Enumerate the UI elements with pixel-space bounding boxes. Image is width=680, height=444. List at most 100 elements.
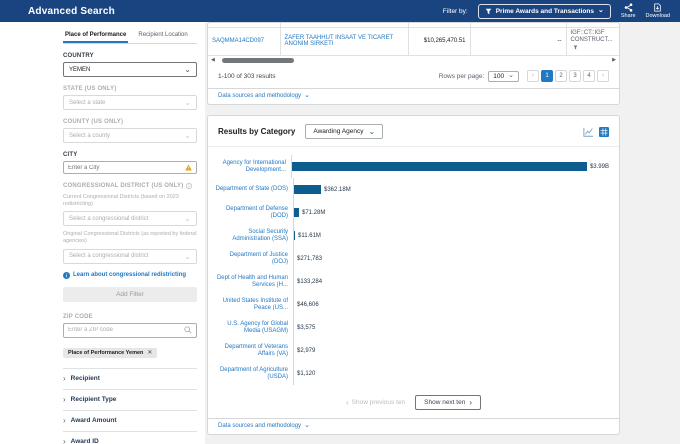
tab-recipient-location[interactable]: Recipient Location xyxy=(138,32,188,38)
zip-input-wrap xyxy=(63,322,197,338)
chart-value-label: $2,979 xyxy=(297,347,316,354)
current-district-select[interactable]: Select a congressional district ⌄ xyxy=(63,211,197,227)
add-filter-button[interactable]: Add Filter xyxy=(63,286,197,302)
scroll-thumb[interactable] xyxy=(221,58,294,63)
table-row-clipped xyxy=(208,23,621,28)
covid-obligations-cell: -- xyxy=(469,27,567,56)
zip-label: ZIP CODE xyxy=(63,313,93,320)
share-label: Share xyxy=(620,13,636,19)
data-sources-link[interactable]: Data sources and methodology xyxy=(218,423,302,429)
chart-bar[interactable] xyxy=(294,231,295,240)
chart-category-link[interactable]: Department of Agriculture (USDA) xyxy=(219,366,288,380)
chevron-right-icon: › xyxy=(63,415,66,425)
congressional-label: CONGRESSIONAL DISTRICT (US ONLY) xyxy=(63,183,197,189)
chart-value-label: $3,575 xyxy=(297,324,316,331)
description-line2: CONSTRUCT... xyxy=(570,37,613,43)
chart-value-label: $271,783 xyxy=(297,255,323,262)
table-data-sources: Data sources and methodology ⌄ xyxy=(208,88,619,104)
chart-category-link[interactable]: Department of Justice (DOJ) xyxy=(229,251,288,265)
chart-category-link[interactable]: Department of Veterans Affairs (VA) xyxy=(224,343,288,357)
city-label: CITY xyxy=(63,152,78,158)
chart-bar[interactable] xyxy=(291,162,587,171)
page-button-2[interactable]: 2 xyxy=(555,70,567,82)
country-label: COUNTRY xyxy=(63,53,94,59)
scroll-left-icon[interactable]: ◀ xyxy=(211,57,215,63)
redistricting-learn-link[interactable]: Learn about congressional redistricting xyxy=(63,271,197,279)
data-sources-link[interactable]: Data sources and methodology xyxy=(218,93,302,99)
original-districts-help: Original Congressional Districts (as rep… xyxy=(63,231,197,245)
close-icon[interactable]: ✕ xyxy=(147,349,153,356)
rows-per-page-select[interactable]: 100 ⌄ xyxy=(488,70,519,82)
country-select-value: YEMEN xyxy=(69,66,91,73)
recipient-link[interactable]: ZAFER TAAHHUT INSAAT VE TICARET ANONIM S… xyxy=(284,35,394,48)
prev-page-button[interactable]: ‹ xyxy=(527,70,539,82)
award-type-dropdown[interactable]: Prime Awards and Transactions ⌄ xyxy=(477,3,611,19)
current-districts-help: Current Congressional Districts (based o… xyxy=(63,194,179,208)
category-dropdown[interactable]: Awarding Agency ⌄ xyxy=(305,124,384,139)
country-select[interactable]: YEMEN ⌄ xyxy=(63,62,197,77)
chart-category-link[interactable]: United States Institute of Peace (US... xyxy=(222,297,288,311)
chevron-right-icon: › xyxy=(63,436,66,444)
chart-category-link[interactable]: Dept of Health and Human Services (H... xyxy=(216,274,288,288)
county-select[interactable]: Select a county ⌄ xyxy=(63,128,197,143)
search-icon[interactable] xyxy=(184,326,192,334)
page-button-4[interactable]: 4 xyxy=(583,70,595,82)
table-view-icon[interactable] xyxy=(599,126,609,137)
sidebar-section-label: Recipient xyxy=(70,375,100,383)
share-button[interactable]: Share xyxy=(621,3,636,19)
download-button[interactable]: Download xyxy=(646,3,670,19)
award-id-link[interactable]: SAQMMA14CD097 xyxy=(212,38,265,45)
info-icon xyxy=(63,271,70,279)
funnel-icon xyxy=(485,8,492,15)
chart-row: Department of Defense (DOD) $71.28M xyxy=(214,201,609,224)
show-previous-label: Show previous ten xyxy=(351,399,406,406)
show-next-ten-button[interactable]: Show next ten › xyxy=(415,395,482,410)
state-select-placeholder: Select a state xyxy=(69,99,106,106)
chart-row: United States Institute of Peace (US... $… xyxy=(214,293,609,316)
sidebar-section-recipient-type[interactable]: › Recipient Type xyxy=(63,388,197,410)
scroll-right-icon[interactable]: ▶ xyxy=(612,57,616,63)
chart-category-link[interactable]: Department of State (DOS) xyxy=(215,186,288,193)
original-district-placeholder: Select a congressional district xyxy=(69,253,149,260)
chart-category-link[interactable]: U.S. Agency for Global Media (USAGM) xyxy=(227,320,288,334)
chart-bar-area: $1,120 xyxy=(293,362,609,385)
chart-category-link[interactable]: Agency for International Development... xyxy=(222,159,286,173)
sidebar-section-award-id[interactable]: › Award ID xyxy=(63,430,197,444)
chart-view-icon[interactable] xyxy=(583,127,594,137)
filter-sidebar: Place of Performance Recipient Location … xyxy=(0,22,205,444)
page-button-3[interactable]: 3 xyxy=(569,70,581,82)
category-panel-header: Results by Category Awarding Agency ⌄ xyxy=(208,116,619,147)
next-page-button[interactable]: › xyxy=(597,70,609,82)
chart-bar-area: $3,575 xyxy=(293,316,609,339)
chevron-down-icon: ⌄ xyxy=(368,127,376,136)
chart-bar[interactable] xyxy=(294,208,299,217)
zip-input[interactable] xyxy=(68,327,184,334)
applied-filter-chip: Place of Performance Yemen ✕ xyxy=(63,347,158,358)
original-district-select[interactable]: Select a congressional district ⌄ xyxy=(63,248,197,264)
location-tabs: Place of Performance Recipient Location xyxy=(63,28,197,44)
tab-place-of-performance[interactable]: Place of Performance xyxy=(63,28,129,43)
redistricting-learn-label: Learn about congressional redistricting xyxy=(73,272,187,279)
sidebar-section-recipient[interactable]: › Recipient xyxy=(63,367,197,389)
state-select[interactable]: Select a state ⌄ xyxy=(63,95,197,110)
table-row: SAQMMA14CD097 ZAFER TAAHHUT INSAAT VE TI… xyxy=(208,27,621,56)
category-chart: Agency for International Development... $… xyxy=(208,147,619,389)
chart-bar[interactable] xyxy=(294,185,321,194)
chart-value-label: $71.28M xyxy=(302,209,326,216)
chart-category-link[interactable]: Social Security Administration (SSA) xyxy=(232,228,288,242)
show-next-label: Show next ten xyxy=(424,399,466,406)
sidebar-section-award-amount[interactable]: › Award Amount xyxy=(63,409,197,431)
page-button-1[interactable]: 1 xyxy=(541,70,553,82)
chart-bar-area: $71.28M xyxy=(293,201,609,224)
chart-bar-area: $2,979 xyxy=(293,339,609,362)
info-icon xyxy=(186,183,193,189)
results-table-panel: SAQMMA14CD097 ZAFER TAAHHUT INSAAT VE TI… xyxy=(207,22,621,105)
scroll-track[interactable] xyxy=(218,58,609,63)
chart-category-link[interactable]: Department of Defense (DOD) xyxy=(225,205,288,219)
chart-value-label: $1,120 xyxy=(297,370,316,377)
chart-row: U.S. Agency for Global Media (USAGM) $3,5… xyxy=(214,316,609,339)
sidebar-section-label: Award ID xyxy=(70,438,99,444)
city-input[interactable] xyxy=(68,164,185,171)
category-dropdown-value: Awarding Agency xyxy=(313,128,364,135)
show-previous-ten-button[interactable]: ‹ Show previous ten xyxy=(346,399,406,407)
